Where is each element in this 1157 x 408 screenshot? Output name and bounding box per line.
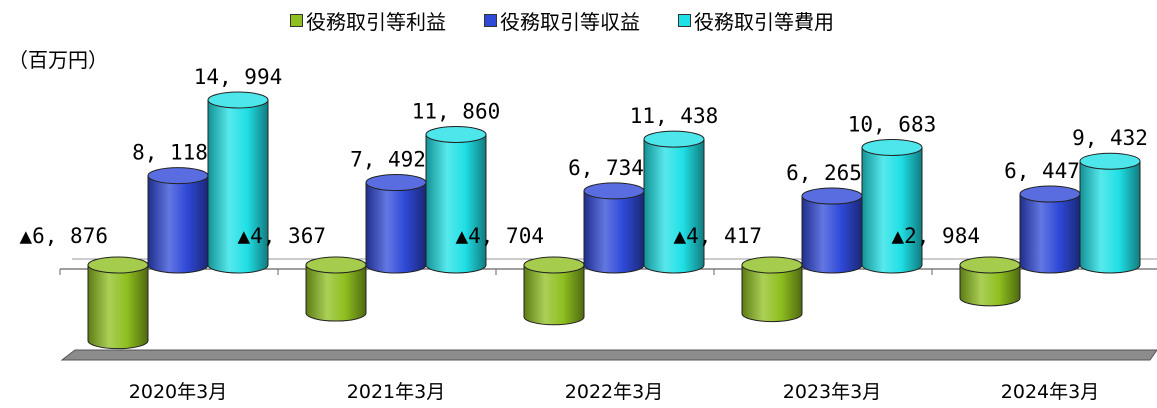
data-label-2-0: 14, 994: [194, 65, 283, 89]
bar-2-3: [861, 146, 923, 274]
category-label-1: 2021年3月: [347, 381, 445, 403]
bar-0-1: [305, 264, 367, 322]
legend: 役務取引等利益 役務取引等収益 役務取引等費用: [290, 6, 834, 35]
legend-swatch-profit: [290, 14, 303, 27]
data-label-2-2: 11, 438: [630, 104, 719, 128]
data-label-1-4: 6, 447: [1004, 159, 1080, 183]
legend-label-expense: 役務取引等費用: [694, 10, 834, 34]
bar-2-1: [425, 133, 487, 274]
data-label-2-3: 10, 683: [848, 112, 937, 136]
bar-0-0: [87, 264, 149, 350]
bar-top-1-4: [1019, 185, 1081, 203]
bar-top-0-3: [741, 256, 803, 274]
bar-top-2-4: [1079, 152, 1141, 170]
data-label-0-3: ▲4, 417: [673, 224, 762, 248]
category-label-0: 2020年3月: [129, 381, 227, 403]
bar-1-2: [583, 190, 645, 274]
data-label-1-1: 7, 492: [350, 148, 426, 172]
bar-1-4: [1019, 193, 1081, 274]
bar-top-0-2: [523, 256, 585, 274]
data-label-1-2: 6, 734: [568, 156, 644, 180]
bar-top-2-3: [861, 138, 923, 156]
bar-1-1: [365, 182, 427, 274]
category-label-2: 2022年3月: [565, 381, 663, 403]
bar-top-1-2: [583, 182, 645, 200]
data-label-1-0: 8, 118: [132, 141, 208, 165]
data-label-0-0: ▲6, 876: [19, 224, 108, 248]
data-label-0-2: ▲4, 704: [455, 224, 544, 248]
bar-2-0: [207, 99, 269, 274]
bar-0-3: [741, 264, 803, 323]
data-label-2-4: 9, 432: [1072, 126, 1148, 150]
legend-item-profit: 役務取引等利益: [290, 6, 446, 35]
bar-top-2-2: [643, 130, 705, 148]
bar-2-4: [1079, 160, 1141, 274]
data-label-0-1: ▲4, 367: [237, 224, 326, 248]
bar-top-2-0: [207, 91, 269, 109]
category-label-3: 2023年3月: [783, 381, 881, 403]
legend-swatch-revenue: [484, 14, 497, 27]
bar-top-0-0: [87, 256, 149, 274]
bar-1-0: [147, 175, 209, 274]
bar-top-1-1: [365, 174, 427, 192]
legend-label-revenue: 役務取引等収益: [500, 10, 640, 34]
bar-top-2-1: [425, 125, 487, 143]
bar-0-4: [959, 264, 1021, 307]
legend-swatch-expense: [678, 14, 691, 27]
bar-top-1-3: [801, 187, 863, 205]
legend-label-profit: 役務取引等利益: [306, 10, 446, 34]
legend-item-revenue: 役務取引等収益: [484, 6, 640, 35]
unit-label: （百万円）: [8, 48, 108, 72]
data-label-0-4: ▲2, 984: [891, 224, 980, 248]
legend-item-expense: 役務取引等費用: [678, 6, 834, 35]
bar-top-1-0: [147, 167, 209, 185]
category-label-4: 2024年3月: [1001, 381, 1099, 403]
data-label-2-1: 11, 860: [412, 99, 501, 123]
floor-plane: [60, 349, 1157, 361]
bar-2-2: [643, 138, 705, 274]
bar-top-0-1: [305, 256, 367, 274]
bar-top-0-4: [959, 256, 1021, 274]
bar-0-2: [523, 264, 585, 326]
bar-1-3: [801, 195, 863, 274]
data-label-1-3: 6, 265: [786, 161, 862, 185]
